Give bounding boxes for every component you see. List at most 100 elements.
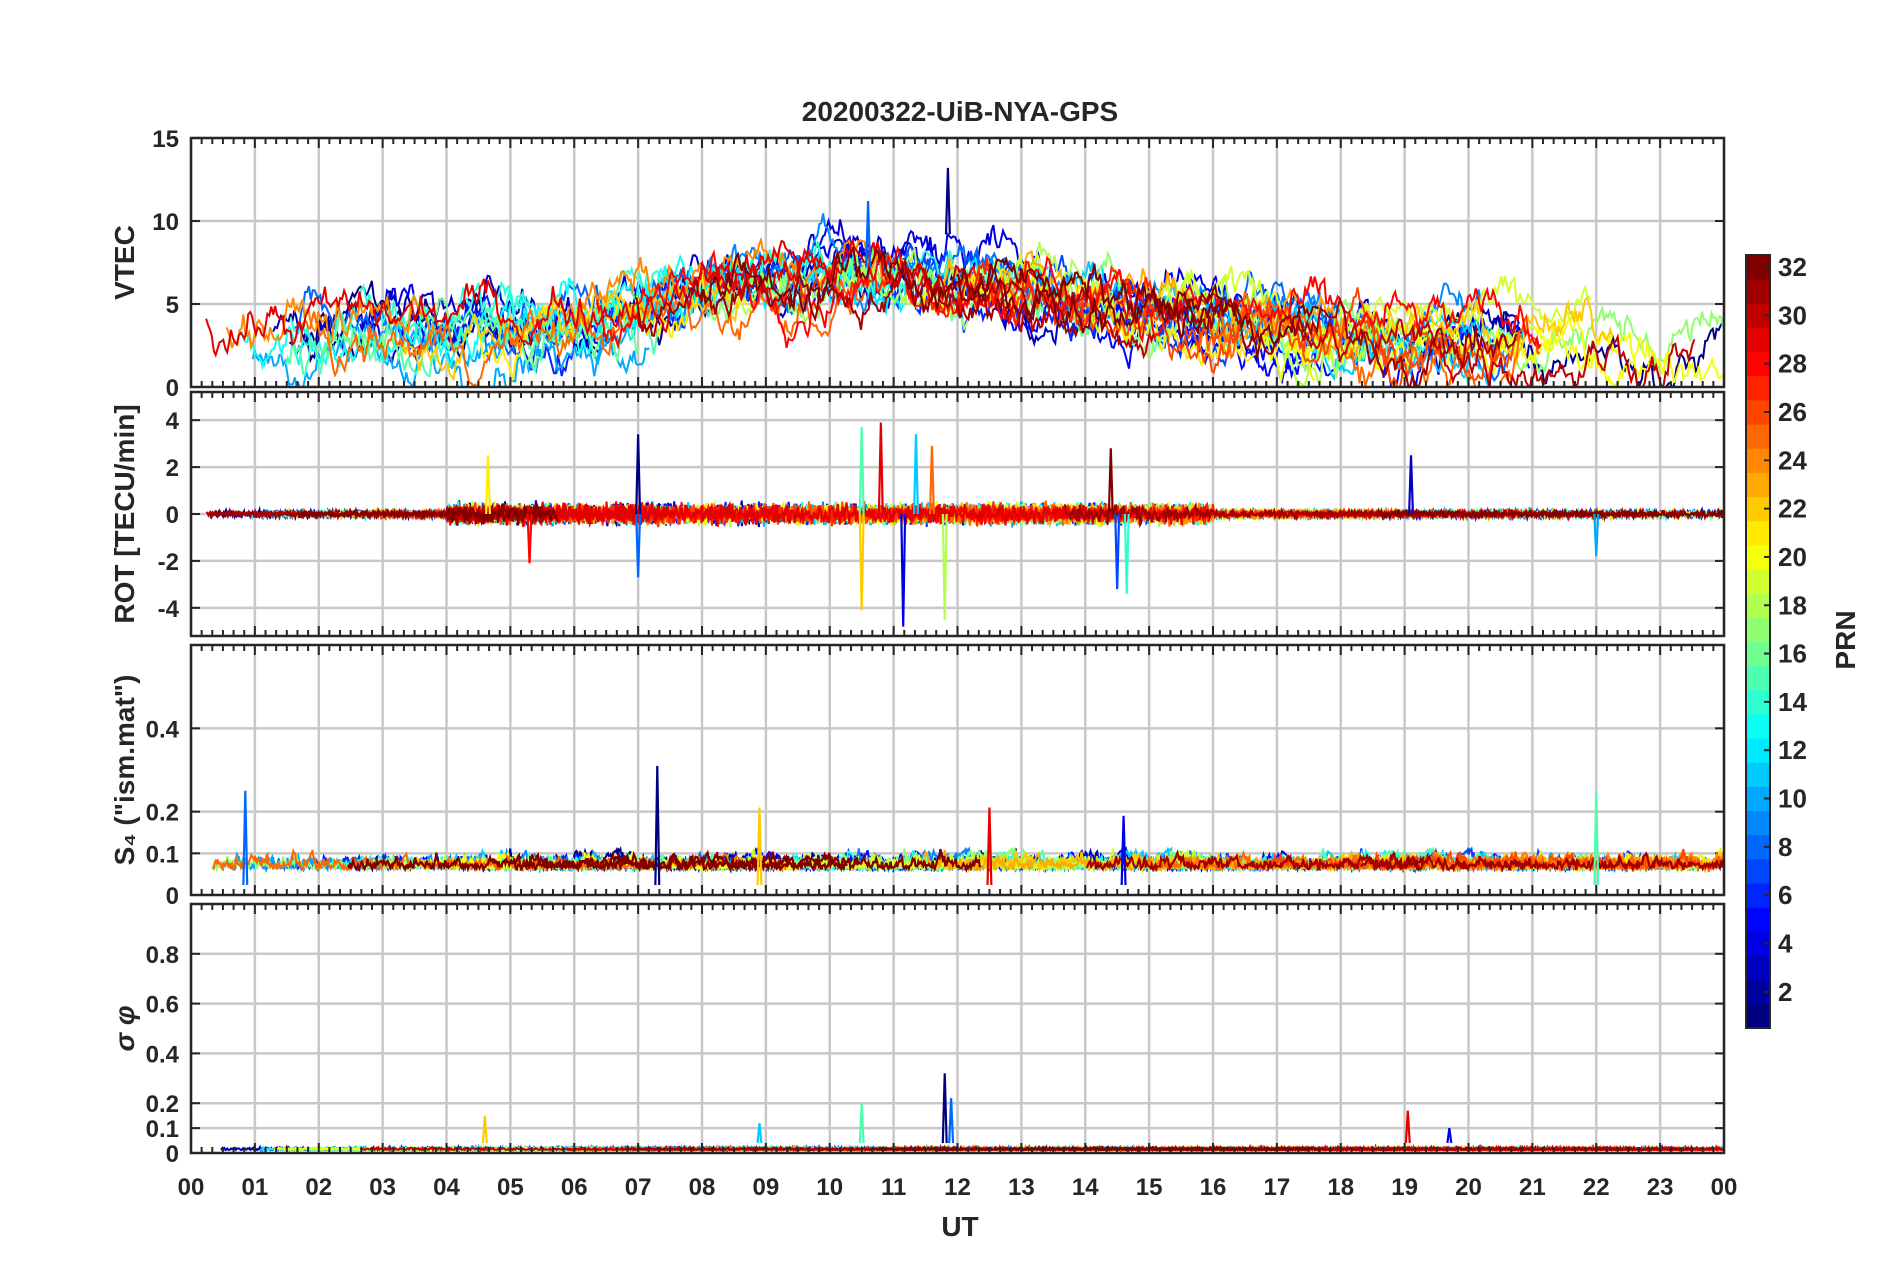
y-tick-label: 0 [166, 1141, 179, 1168]
event-spike [877, 422, 884, 515]
colorbar-segment [1746, 713, 1770, 739]
y-tick-label: 0 [166, 502, 179, 529]
x-tick-label: 20 [1455, 1174, 1482, 1201]
y-axis-label: S₄ ("ism.mat") [109, 675, 140, 866]
x-tick-label: 14 [1072, 1174, 1099, 1201]
event-spike [858, 1103, 865, 1144]
x-tick-label: 15 [1136, 1174, 1163, 1201]
colorbar-tick-label: 28 [1778, 349, 1807, 379]
prn-trace [595, 245, 1166, 350]
prn-trace [1166, 295, 1518, 387]
x-tick-label: 05 [497, 1174, 524, 1201]
x-tick-label: 18 [1327, 1174, 1354, 1201]
x-tick-label: 19 [1391, 1174, 1418, 1201]
event-spike [1114, 513, 1121, 590]
colorbar-segment [1746, 762, 1770, 787]
event-spike [1120, 815, 1127, 886]
event-spike [858, 427, 865, 515]
y-tick-label: 10 [152, 209, 179, 236]
colorbar-segment [1746, 569, 1770, 594]
event-spike [526, 513, 533, 564]
x-tick-labels: 00 01 02 03 04 05 06 07 08 09 10 11 12 13 14 15 16 17 18 19… [178, 1174, 1738, 1201]
colorbar-tick-label: 8 [1778, 832, 1792, 862]
y-tick-label: 0.1 [146, 1116, 179, 1143]
panel-frame [189, 136, 1726, 389]
x-tick-label: 06 [561, 1174, 588, 1201]
colorbar-tick-label: 16 [1778, 639, 1807, 669]
x-tick-label: 13 [1008, 1174, 1035, 1201]
y-tick-label: 5 [166, 292, 179, 319]
colorbar-label: PRN [1830, 610, 1861, 669]
event-spike [242, 790, 249, 886]
colorbar-segment [1746, 907, 1770, 932]
x-axis-label: UT [941, 1211, 978, 1242]
y-tick-label: 0.2 [146, 1091, 179, 1118]
colorbar-segment [1746, 520, 1770, 546]
prn-trace [700, 246, 1228, 339]
x-tick-label: 17 [1264, 1174, 1291, 1201]
y-tick-label: 0 [166, 375, 179, 402]
x-tick-label: 07 [625, 1174, 652, 1201]
colorbar-tick-label: 14 [1778, 687, 1807, 717]
event-spike [1593, 513, 1600, 557]
event-spike [912, 434, 919, 515]
event-spike [944, 167, 951, 235]
prn-trace [1086, 849, 1425, 873]
colorbar-tick-label: 2 [1778, 977, 1792, 1007]
x-tick-label: 12 [944, 1174, 971, 1201]
y-tick-label: 0.1 [146, 841, 179, 868]
prn-trace [321, 293, 640, 374]
x-tick-label: 00 [178, 1174, 205, 1201]
y-tick-label: 0.4 [146, 1041, 180, 1068]
panel-4: 00.10.2 0.4 0.6 0.8 σ φ [109, 902, 1726, 1168]
x-tick-label: 03 [369, 1174, 396, 1201]
x-tick-label: 09 [753, 1174, 780, 1201]
colorbar-tick-label: 32 [1778, 252, 1807, 282]
x-tick-label: 00 [1711, 1174, 1738, 1201]
prn-trace [296, 502, 560, 526]
prn-trace [1378, 507, 1724, 523]
x-tick-label: 16 [1200, 1174, 1227, 1201]
event-spike [948, 1098, 955, 1144]
series-lines [205, 167, 1724, 387]
event-spike [941, 513, 948, 620]
x-tick-label: 22 [1583, 1174, 1610, 1201]
prn-trace [1360, 851, 1724, 873]
y-tick-label: 4 [166, 408, 180, 435]
event-spike [1446, 1127, 1453, 1144]
colorbar-segment [1746, 1003, 1770, 1029]
prn-trace [1197, 291, 1522, 387]
y-tick-label: -2 [158, 549, 179, 576]
colorbar-tick-label: 12 [1778, 735, 1807, 765]
x-tick-label: 23 [1647, 1174, 1674, 1201]
prn-trace [767, 266, 1110, 329]
event-spike [928, 445, 935, 515]
colorbar-tick-label: 4 [1778, 928, 1793, 958]
y-axis-label: ROT [TECU/min] [109, 404, 140, 623]
y-tick-label: 0.4 [146, 716, 180, 743]
colorbar-segment [1746, 810, 1770, 836]
panel-frame [189, 390, 1726, 638]
event-spike [1593, 790, 1600, 886]
prn-trace [955, 257, 1180, 331]
event-spike [635, 513, 642, 578]
colorbar-segment [1746, 327, 1770, 353]
y-tick-label: 0.8 [146, 942, 179, 969]
prn-trace [512, 850, 848, 873]
prn-trace [560, 236, 896, 327]
panel-frame [189, 902, 1726, 1155]
event-spike [1107, 448, 1114, 515]
y-axis-label: VTEC [109, 225, 140, 300]
event-spike [858, 513, 865, 611]
colorbar-segment [1746, 665, 1770, 691]
x-tick-label: 01 [242, 1174, 269, 1201]
x-tick-label: 11 [881, 1174, 906, 1201]
event-spike [900, 513, 907, 627]
y-tick-label: 15 [152, 126, 179, 153]
colorbar-tick-label: 18 [1778, 590, 1807, 620]
series-lines [205, 422, 1724, 627]
prn-trace [706, 250, 1239, 359]
prn-trace [893, 261, 1155, 360]
prn-trace [531, 500, 1096, 529]
y-tick-label: 0.2 [146, 800, 179, 827]
